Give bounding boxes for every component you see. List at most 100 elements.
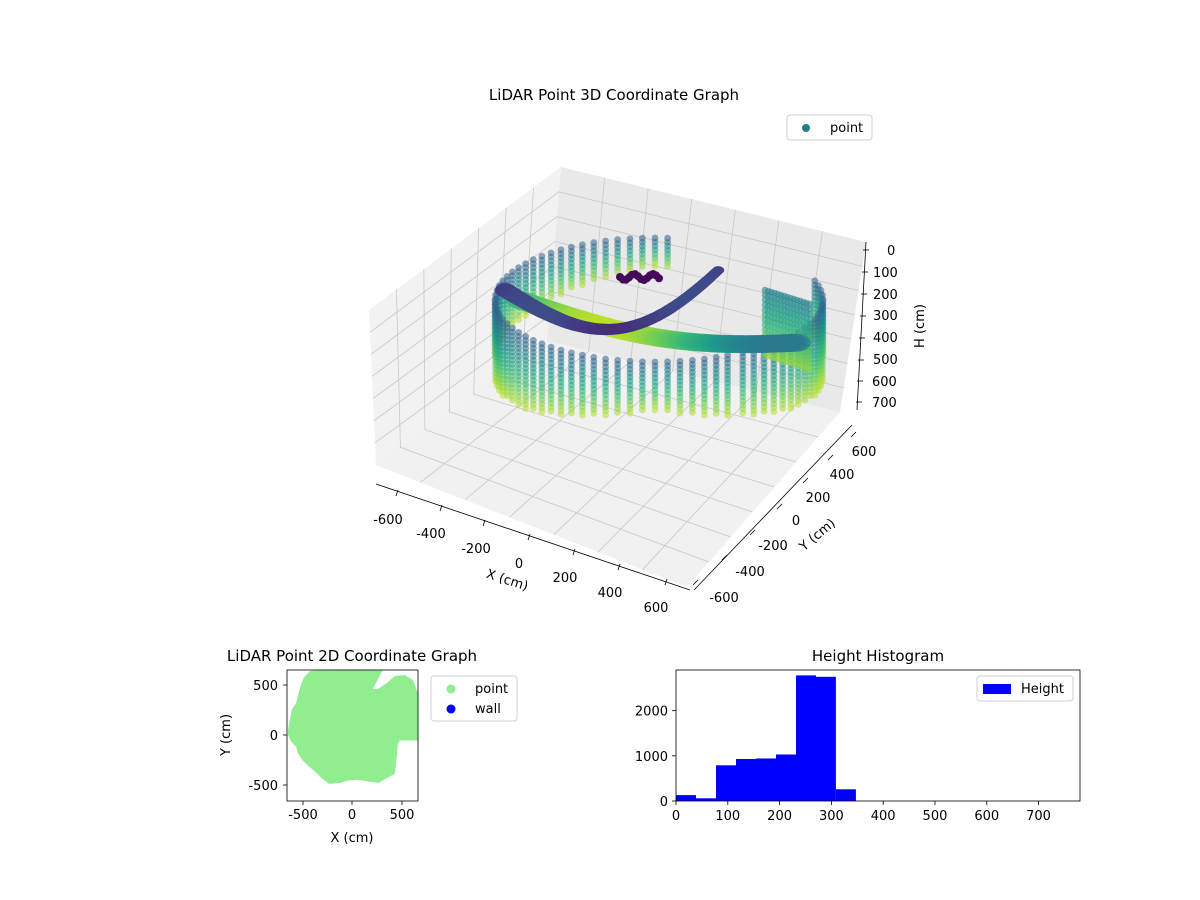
x-tick-label: -200 [461, 542, 491, 557]
cloud-point [515, 316, 522, 323]
cloud-point [676, 409, 684, 417]
y-tick-label: -200 [758, 539, 788, 554]
legend-marker-height [983, 684, 1011, 694]
y-tick-label: 1000 [635, 750, 668, 765]
histogram-y-ticks: 0 1000 2000 [635, 705, 676, 810]
cloud-point [651, 406, 659, 414]
histogram-x-ticks: 0 100 200 300 400 500 600 700 [672, 801, 1051, 824]
cloud-point [739, 409, 747, 417]
grid-line [423, 269, 731, 538]
point-cloud-3d [491, 234, 827, 419]
chart-3d: LiDAR Point 3D Coordinate Graph -600 -40… [369, 86, 928, 616]
cloud-point [522, 405, 529, 412]
chart-2d-title: LiDAR Point 2D Coordinate Graph [227, 647, 477, 665]
histogram-title: Height Histogram [812, 647, 944, 665]
grid-line [371, 241, 855, 377]
cloud-point [557, 410, 565, 418]
ticks-2d [283, 684, 403, 805]
grid-line [420, 177, 605, 483]
pane-back-left [369, 167, 561, 465]
cloud-point [712, 266, 725, 275]
x-axis-line [375, 483, 691, 591]
histogram-bars [676, 675, 856, 801]
cloud-point [590, 275, 598, 283]
cloud-point [806, 310, 814, 318]
plot-frame-histogram [675, 669, 1081, 802]
z-tick-label: 600 [872, 375, 897, 390]
cloud-point [568, 409, 575, 417]
z-tick-label: 500 [873, 353, 898, 368]
cloud-point [779, 404, 787, 412]
legend-label-point: point [830, 121, 863, 136]
cloud-point [639, 262, 646, 270]
cloud-point [614, 408, 621, 416]
x-tick-label-2d: -500 [288, 808, 318, 823]
z-tick-label: 400 [873, 331, 898, 346]
cloud-point [639, 406, 646, 414]
y-tick-label-2d: 0 [270, 729, 278, 744]
legend-marker-point [802, 124, 810, 132]
chart-histogram: Height Histogram 0 100 200 300 400 500 600 700 … [635, 647, 1081, 824]
grid-line [370, 216, 859, 355]
x-tick-label: 700 [1026, 809, 1051, 824]
x-tick-label: 200 [767, 809, 792, 824]
legend-marker-point-2d [446, 684, 456, 694]
x-ticks-3d [395, 489, 668, 586]
grid-line [369, 191, 863, 333]
y-tick-label: 400 [830, 468, 855, 483]
grid-line [396, 289, 709, 563]
legend-label-point-2d: point [475, 682, 508, 697]
cloud-point [602, 411, 609, 419]
cloud-point [626, 409, 634, 417]
grid-line [522, 187, 819, 438]
x-tick-label: 300 [819, 809, 844, 824]
histogram-bar [736, 759, 756, 801]
x-tick-label: 200 [553, 571, 578, 586]
grid-line [448, 248, 753, 513]
cloud-point [787, 405, 795, 412]
cloud-point [806, 320, 814, 328]
cloud-point [806, 315, 814, 323]
y-tick-label-2d: 500 [253, 679, 278, 694]
y-tick-label: -600 [709, 591, 739, 606]
cloud-point [806, 365, 814, 373]
z-ticks-3d [856, 249, 869, 403]
y-tick-label: 200 [806, 491, 831, 506]
point-region [288, 670, 418, 784]
cloud-point [819, 377, 826, 385]
cloud-point [557, 290, 565, 298]
cloud-point [770, 408, 778, 416]
cloud-point [590, 409, 598, 417]
cloud-point [794, 401, 802, 408]
legend-label-wall-2d: wall [475, 702, 501, 717]
legend-histogram: Height [976, 675, 1074, 702]
cloud-point [724, 411, 731, 419]
cloud-point [568, 283, 575, 291]
legend-2d: point wall [430, 675, 518, 722]
cloud-point [515, 401, 522, 408]
histogram-bar [756, 758, 776, 801]
cloud-point [806, 325, 814, 333]
plot-frame-2d [286, 669, 419, 802]
cloud-point [522, 312, 529, 319]
cloud-point [760, 407, 768, 415]
z-tick-label: 300 [873, 309, 898, 324]
cloud-point [538, 408, 546, 416]
cloud-point [806, 355, 814, 363]
x-tick-label: 0 [515, 557, 523, 572]
cloud-point [701, 411, 708, 419]
y-tick-label: -400 [735, 565, 765, 580]
histogram-bar [796, 675, 816, 801]
z-tick-label: 200 [873, 288, 898, 303]
cloud-point [806, 300, 814, 308]
y-tick-label: 600 [852, 445, 877, 460]
x-tick-label: 400 [598, 586, 623, 601]
legend-marker-wall-2d [446, 704, 456, 714]
x-tick-label: -400 [416, 527, 446, 542]
cloud-point [806, 330, 814, 338]
z-axis-line [856, 241, 867, 411]
cloud-point [811, 391, 819, 399]
histogram-bar [716, 765, 736, 801]
legend-3d: point [786, 114, 873, 141]
x-axis-label-2d: X (cm) [331, 831, 374, 846]
